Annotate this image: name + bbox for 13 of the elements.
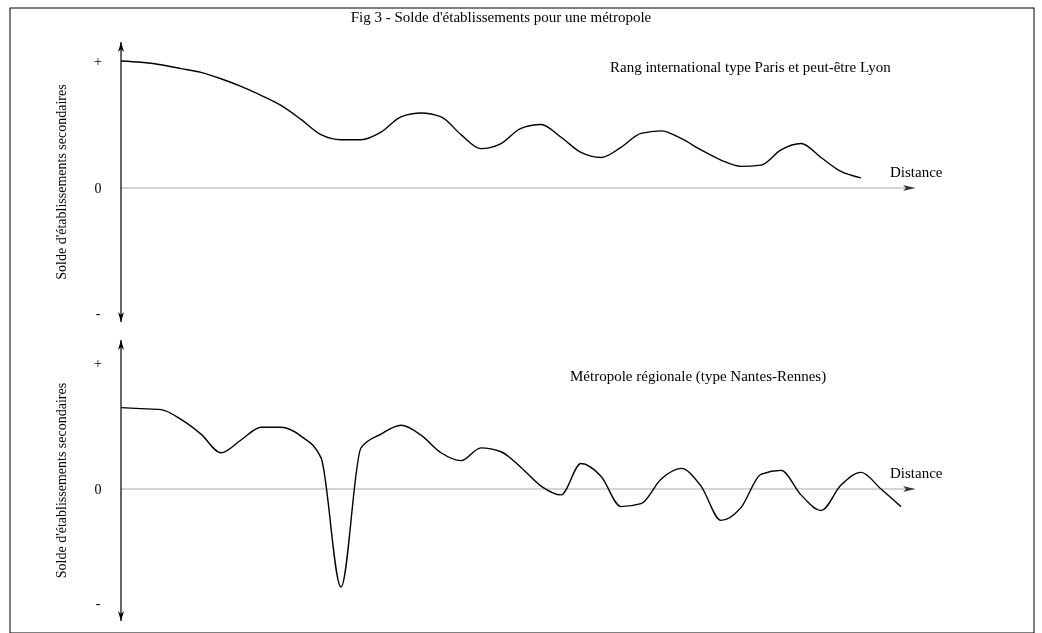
text: + — [94, 356, 103, 371]
annotation: Rang international type Paris et peut-être Lyon — [610, 59, 892, 75]
text: Métropole régionale (type Nantes-Rennes) — [570, 368, 827, 385]
x-axis-title: Distance — [890, 164, 943, 180]
text: - — [95, 596, 101, 611]
text: + — [94, 54, 103, 69]
text: 0 — [94, 181, 102, 196]
text: - — [95, 306, 101, 321]
chart-title: Fig 3 - Solde d'établissements pour une métropole — [350, 9, 652, 25]
y-axis-title: Solde d'établissements secondaires — [54, 382, 69, 579]
x-axis-title: Distance — [890, 465, 943, 481]
text: 0 — [94, 482, 102, 497]
y-axis-title: Solde d'établissements secondaires — [54, 84, 69, 280]
